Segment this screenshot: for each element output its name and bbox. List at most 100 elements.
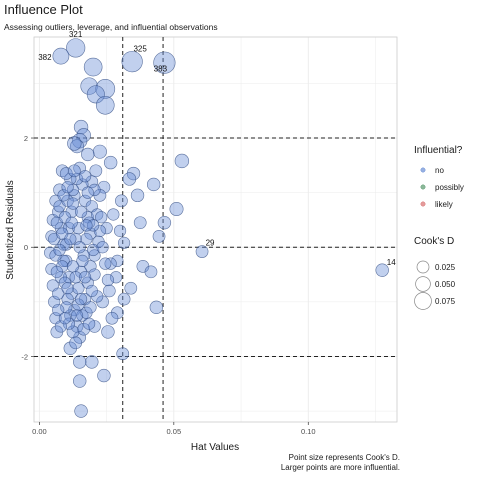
data-point — [48, 295, 61, 308]
data-point — [64, 232, 77, 246]
data-point — [96, 241, 109, 254]
legend-key-possibly — [420, 184, 426, 190]
data-point — [107, 208, 120, 221]
data-point — [67, 136, 82, 151]
data-point — [97, 368, 111, 383]
data-point — [80, 77, 98, 95]
data-point — [80, 219, 93, 232]
data-point — [63, 341, 77, 355]
legend-key-no — [420, 167, 426, 173]
x-tick-label: 0.00 — [32, 427, 47, 436]
data-point — [130, 188, 145, 203]
data-point — [73, 374, 87, 388]
data-point — [116, 347, 130, 361]
legend-size-key — [416, 260, 430, 274]
reference-lines — [34, 37, 397, 422]
legend-title-influential: Influential? — [414, 145, 463, 156]
data-point — [149, 300, 164, 315]
point-label: 383 — [154, 65, 168, 74]
data-point — [70, 172, 84, 186]
x-axis-label: Hat Values — [191, 442, 239, 453]
data-points — [44, 38, 389, 418]
data-point — [73, 241, 86, 254]
data-point — [59, 167, 73, 180]
data-point — [73, 355, 87, 369]
data-point — [73, 119, 89, 135]
data-point — [69, 232, 82, 246]
x-tick-label: 0.10 — [301, 427, 316, 436]
data-point — [157, 215, 172, 230]
data-point — [78, 271, 92, 284]
y-axis-label: Studentized Residuals — [5, 180, 16, 280]
legend-size-label: 0.050 — [435, 280, 456, 289]
data-point — [56, 260, 69, 273]
data-point — [74, 205, 88, 218]
data-point — [109, 271, 123, 284]
data-point — [66, 197, 80, 210]
data-point — [78, 170, 92, 183]
data-point — [89, 164, 103, 178]
legend-size-key — [414, 292, 432, 310]
point-label: 321 — [69, 30, 83, 39]
legend-label-possibly: possibly — [435, 183, 464, 192]
data-point — [54, 320, 67, 333]
data-point — [83, 317, 96, 330]
data-point — [101, 325, 115, 339]
data-point — [53, 243, 66, 257]
data-point-labeled — [195, 245, 209, 258]
y-tick-label: 0 — [24, 243, 28, 252]
data-point — [84, 301, 97, 314]
data-point — [80, 232, 93, 246]
data-point — [70, 309, 84, 322]
y-tick-label: -2 — [21, 352, 28, 361]
legend-label-no: no — [435, 166, 444, 175]
y-tick-label: 2 — [24, 134, 28, 143]
data-point-labeled — [52, 47, 70, 65]
data-point — [69, 271, 82, 284]
point-label: 325 — [133, 45, 147, 54]
data-point — [146, 177, 161, 192]
data-point — [122, 172, 137, 186]
data-point — [76, 128, 91, 143]
data-point — [85, 284, 98, 298]
data-point — [57, 189, 70, 202]
data-point — [61, 282, 74, 295]
data-point — [174, 153, 190, 169]
data-point — [169, 202, 184, 217]
data-point — [76, 254, 89, 268]
data-point — [81, 186, 94, 199]
legend-size-key — [415, 276, 431, 292]
data-point — [102, 284, 116, 298]
data-point — [81, 147, 95, 162]
data-point — [87, 243, 100, 257]
data-point — [72, 282, 85, 295]
data-point — [111, 306, 124, 320]
data-point — [50, 265, 63, 278]
legend: Influential? no possibly likely Cook's D 0.02… — [414, 145, 464, 310]
data-point-labeled — [153, 51, 176, 74]
data-point — [52, 303, 65, 317]
data-point — [85, 175, 99, 189]
chart-subtitle: Assessing outliers, leverage, and influe… — [4, 22, 218, 32]
data-point — [85, 355, 99, 369]
data-point — [117, 292, 131, 306]
legend-key-likely — [420, 201, 426, 207]
data-point — [100, 222, 113, 235]
point-label: 29 — [206, 239, 215, 248]
data-point — [60, 301, 73, 314]
data-point — [113, 224, 127, 237]
data-point — [70, 139, 85, 154]
data-point — [105, 311, 119, 325]
caption-line-2: Larger points are more influential. — [280, 463, 400, 472]
data-point — [92, 144, 107, 159]
data-point — [91, 290, 104, 303]
legend-title-cooksd: Cook's D — [414, 236, 454, 247]
axis-ticks: 0.00 0.05 0.10 -2 0 2 — [21, 134, 315, 436]
data-point — [66, 325, 80, 339]
point-label: 382 — [38, 53, 52, 62]
data-point — [83, 57, 103, 77]
data-point — [64, 172, 77, 186]
plot-panel-border — [33, 36, 398, 423]
data-point — [104, 257, 117, 270]
